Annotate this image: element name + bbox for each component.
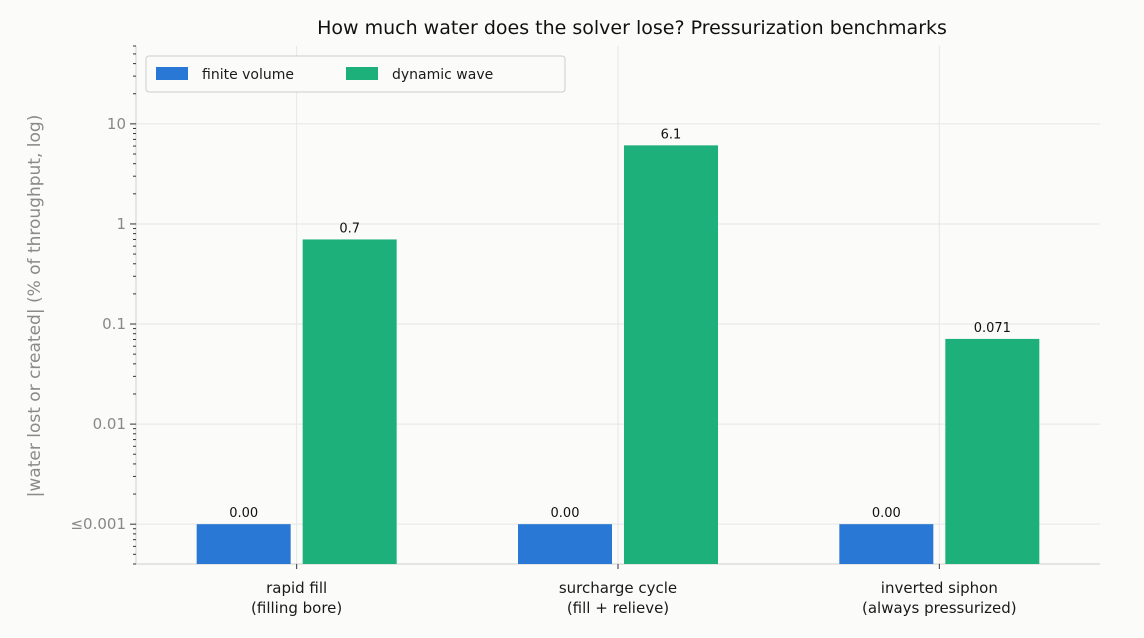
y-tick-label: 0.1	[102, 315, 126, 333]
bar	[945, 338, 1040, 564]
bar-data-label: 0.00	[229, 506, 258, 521]
y-axis-label: |water lost or created| (% of throughput…	[25, 115, 45, 498]
legend-label: dynamic wave	[392, 67, 493, 83]
bars-layer	[196, 145, 1040, 564]
x-tick-label: (fill + relieve)	[567, 599, 669, 617]
y-tick-label: 10	[107, 115, 126, 133]
legend-swatch	[346, 67, 378, 80]
bar-data-label: 0.00	[551, 506, 580, 521]
y-tick-label: 1	[116, 215, 126, 233]
legend-label: finite volume	[202, 67, 294, 83]
x-tick-label: surcharge cycle	[559, 579, 677, 597]
legend-swatch	[156, 67, 188, 80]
x-tick-label: rapid fill	[266, 579, 327, 597]
legend: finite volume dynamic wave	[145, 55, 566, 93]
bar	[624, 145, 718, 564]
x-tick-label: inverted siphon	[881, 579, 998, 597]
y-tick-label: 0.01	[93, 415, 126, 433]
bar	[518, 524, 612, 564]
axes-layer: 10 1 0.1 0.01 ≤0.001 rapid fill (filling bore)…	[70, 45, 1100, 617]
chart-title: How much water does the solver lose? Pre…	[317, 17, 947, 39]
bar-data-label: 0.00	[872, 506, 901, 521]
bar	[839, 524, 934, 564]
x-tick-label: (filling bore)	[251, 599, 342, 617]
y-tick-label: ≤0.001	[70, 515, 126, 533]
bar-data-label: 6.1	[661, 127, 682, 142]
grid-layer	[136, 46, 1100, 564]
bar-data-label: 0.7	[339, 221, 360, 236]
bar	[196, 524, 291, 564]
bar	[302, 239, 397, 564]
x-tick-label: (always pressurized)	[862, 599, 1017, 617]
labels-layer: 0.00 0.7 0.00 6.1 0.00 0.071	[229, 127, 1011, 521]
bar-data-label: 0.071	[974, 321, 1011, 336]
